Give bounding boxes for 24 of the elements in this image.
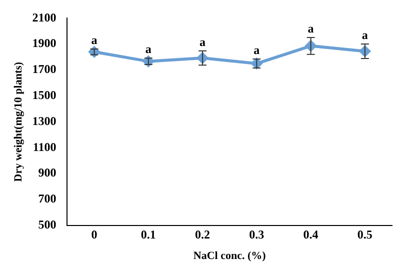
y-tick-label: 1900 [32,36,56,50]
x-tick-label: 0.5 [357,228,372,242]
y-tick-label: 500 [38,217,56,232]
annotation: a [362,28,368,42]
annotation: a [200,34,206,49]
x-tick-label: 0 [91,228,98,242]
y-tick-label: 700 [38,192,56,206]
x-axis-title: NaCl conc. (%) [193,250,266,262]
x-tick-label: 0.1 [140,228,156,242]
annotation: a [91,33,98,48]
x-tick-label: 0.3 [249,228,264,242]
y-tick-label: 1700 [32,62,56,76]
point [88,46,100,58]
annotation: a [145,42,152,56]
y-tick-label: 900 [38,166,56,180]
y-axis-title: Dry weight(mg/10 plants) [12,62,24,182]
annotation: a [254,43,260,58]
y-tick-label: 2100 [32,10,56,24]
y-tick-label: 1100 [32,140,56,154]
x-tick-label: 0.4 [303,228,318,242]
annotation: a [308,22,314,36]
x-tick-label: 0.2 [195,228,210,242]
y-tick-label: 1500 [32,88,56,102]
y-tick-label: 1300 [32,114,56,128]
